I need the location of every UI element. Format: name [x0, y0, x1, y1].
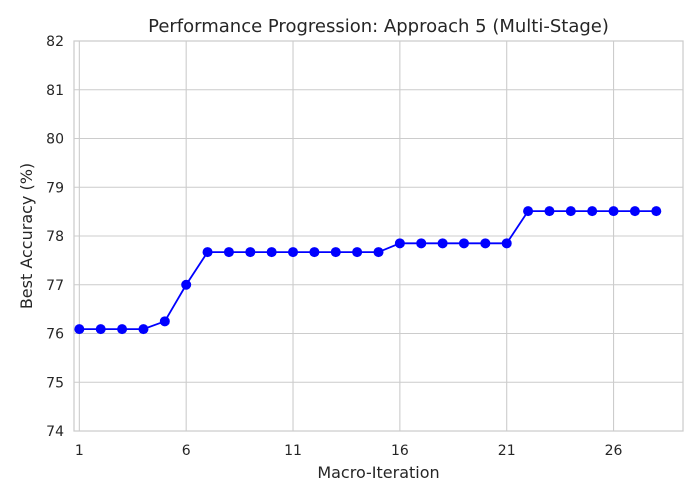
series-line — [79, 210, 657, 331]
y-tick-label: 75 — [46, 375, 64, 391]
y-tick-labels: 74 75 76 77 78 79 80 81 82 — [46, 34, 64, 440]
data-point — [416, 238, 427, 249]
data-point — [223, 247, 234, 258]
data-point — [352, 247, 363, 258]
data-point — [159, 316, 170, 327]
x-tick-label: 26 — [605, 443, 623, 459]
data-point — [117, 324, 128, 335]
data-point — [138, 324, 149, 335]
data-point — [544, 206, 555, 217]
y-tick-label: 77 — [46, 278, 64, 294]
y-tick-label: 78 — [46, 229, 64, 245]
data-point — [651, 206, 662, 217]
data-point — [202, 247, 213, 258]
x-tick-label: 16 — [391, 443, 409, 459]
data-point — [458, 238, 469, 249]
data-point — [523, 206, 534, 217]
x-tick-label: 6 — [182, 443, 191, 459]
data-point — [565, 206, 576, 217]
x-tick-label: 11 — [284, 443, 302, 459]
data-point — [437, 238, 448, 249]
data-point — [373, 247, 384, 258]
data-point — [587, 206, 598, 217]
data-point — [288, 247, 299, 258]
chart-title: Performance Progression: Approach 5 (Mul… — [148, 16, 609, 37]
data-point — [181, 279, 192, 290]
data-point — [309, 247, 320, 258]
y-tick-label: 76 — [46, 327, 64, 343]
grid-lines — [74, 40, 683, 432]
x-tick-label: 1 — [75, 443, 84, 459]
y-tick-label: 74 — [46, 424, 64, 440]
data-point — [480, 238, 491, 249]
y-tick-label: 81 — [46, 83, 64, 99]
data-point — [266, 247, 277, 258]
x-tick-labels: 1 6 11 16 21 26 — [75, 443, 623, 459]
plot-frame — [73, 40, 684, 432]
data-point — [501, 238, 512, 249]
data-point — [394, 238, 405, 249]
y-tick-label: 79 — [46, 180, 64, 196]
data-point — [330, 247, 341, 258]
x-tick-label: 21 — [498, 443, 516, 459]
data-point — [74, 324, 85, 335]
y-tick-label: 80 — [46, 132, 64, 148]
data-point — [629, 206, 640, 217]
y-tick-label: 82 — [46, 34, 64, 50]
x-axis-label: Macro-Iteration — [317, 463, 439, 482]
data-point — [95, 324, 106, 335]
series-accuracy — [74, 206, 662, 335]
data-point — [608, 206, 619, 217]
data-point — [245, 247, 256, 258]
y-axis-label: Best Accuracy (%) — [17, 163, 36, 309]
